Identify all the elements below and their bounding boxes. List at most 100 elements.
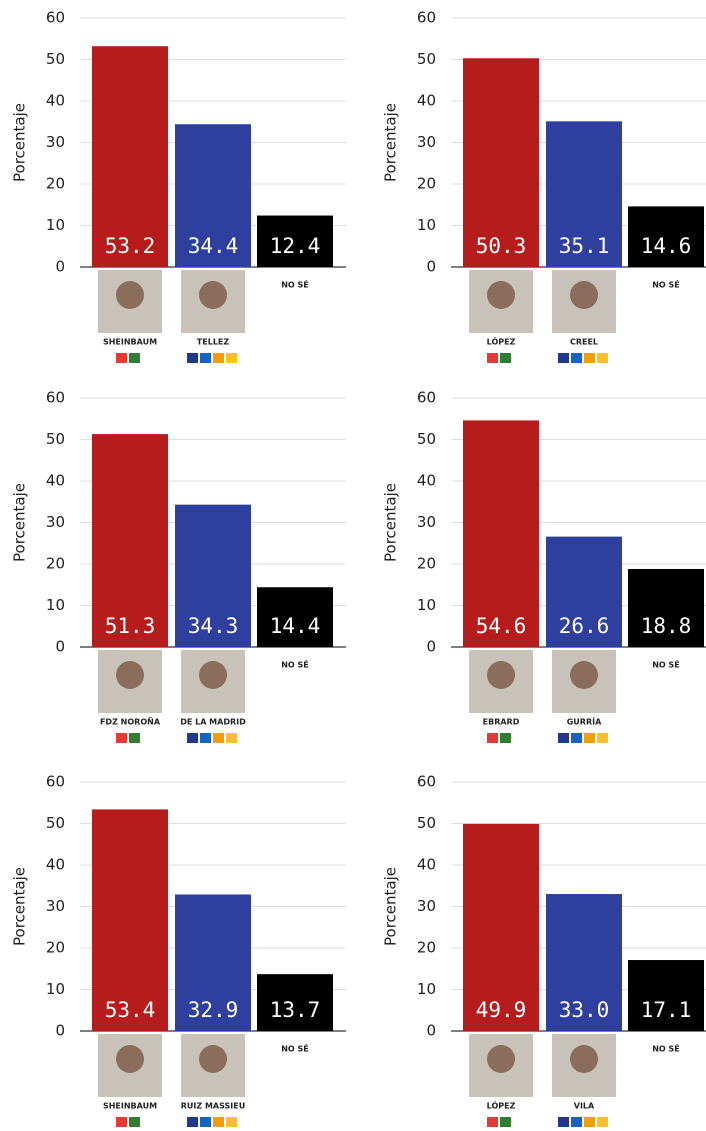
y-axis-label: Porcentaje: [382, 483, 400, 562]
party-logo: [226, 1117, 237, 1127]
party-logo: [226, 733, 237, 743]
y-tick-label: 30: [417, 513, 436, 531]
y-tick-label: 30: [46, 897, 65, 915]
photo-head: [487, 281, 515, 309]
y-tick-label: 20: [46, 939, 65, 957]
value-label: 50.3: [476, 234, 527, 258]
y-tick-label: 60: [46, 389, 65, 407]
y-tick-label: 20: [417, 555, 436, 573]
party-logo: [116, 733, 127, 743]
candidate-name: LÓPEZ: [487, 1100, 516, 1111]
y-tick-label: 10: [46, 980, 65, 998]
photo-head: [570, 1045, 598, 1073]
y-tick-label: 50: [417, 430, 436, 448]
candidate-name: RUIZ MASSIEU: [181, 1102, 245, 1111]
photo-head: [570, 661, 598, 689]
value-label: 14.6: [641, 234, 692, 258]
value-label: 18.8: [641, 614, 692, 638]
y-tick-label: 60: [46, 773, 65, 791]
party-logo: [597, 353, 608, 363]
y-tick-label: 0: [426, 258, 436, 276]
y-tick-label: 10: [417, 596, 436, 614]
photo-head: [570, 281, 598, 309]
party-logo: [558, 1117, 569, 1127]
y-tick-label: 10: [46, 216, 65, 234]
value-label: 35.1: [559, 234, 610, 258]
y-tick-label: 40: [417, 856, 436, 874]
category-label: NO SÉ: [281, 659, 309, 670]
party-logo: [187, 733, 198, 743]
party-logo: [187, 1117, 198, 1127]
candidate-name: VILA: [574, 1102, 595, 1111]
party-logo: [597, 1117, 608, 1127]
value-label: 34.3: [188, 614, 239, 638]
party-logo: [213, 353, 224, 363]
y-tick-label: 60: [417, 389, 436, 407]
party-logo: [487, 733, 498, 743]
photo-head: [116, 1045, 144, 1073]
party-logo: [500, 733, 511, 743]
value-label: 13.7: [270, 998, 321, 1022]
category-label: NO SÉ: [652, 1043, 680, 1054]
y-tick-label: 30: [46, 513, 65, 531]
photo-head: [199, 661, 227, 689]
value-label: 34.4: [188, 234, 239, 258]
party-logo: [200, 733, 211, 743]
y-axis-label: Porcentaje: [382, 103, 400, 182]
party-logo: [558, 353, 569, 363]
photo-head: [487, 661, 515, 689]
y-tick-label: 0: [55, 258, 65, 276]
party-logo: [487, 1117, 498, 1127]
party-logo: [584, 733, 595, 743]
candidate-name: TELLEZ: [197, 338, 230, 347]
party-logo: [597, 733, 608, 743]
party-logo: [226, 353, 237, 363]
page: 0 10 20 30 40 50 60 Porcentaje 53.2 SHEINBAUM 34.4…: [0, 0, 706, 1131]
y-tick-label: 10: [46, 596, 65, 614]
value-label: 53.2: [105, 234, 156, 258]
y-tick-label: 0: [55, 1022, 65, 1040]
party-logo: [200, 1117, 211, 1127]
value-label: 12.4: [270, 234, 321, 258]
y-tick-label: 0: [55, 638, 65, 656]
party-logo: [500, 353, 511, 363]
y-tick-label: 60: [417, 9, 436, 27]
candidate-name: FDZ NOROÑA: [100, 717, 161, 727]
y-tick-label: 30: [417, 897, 436, 915]
party-logo: [116, 1117, 127, 1127]
candidate-name: EBRARD: [483, 718, 520, 727]
value-label: 51.3: [105, 614, 156, 638]
y-tick-label: 20: [417, 175, 436, 193]
candidate-name: CREEL: [570, 338, 598, 347]
value-label: 17.1: [641, 998, 692, 1022]
candidate-name: GURRÍA: [567, 716, 602, 727]
bar: [463, 420, 539, 647]
photo-head: [487, 1045, 515, 1073]
y-tick-label: 40: [46, 92, 65, 110]
party-logo: [129, 1117, 140, 1127]
y-tick-label: 30: [417, 133, 436, 151]
party-logo: [571, 1117, 582, 1127]
y-tick-label: 50: [46, 50, 65, 68]
category-label: NO SÉ: [281, 1043, 309, 1054]
y-axis-label: Porcentaje: [382, 867, 400, 946]
y-tick-label: 20: [46, 555, 65, 573]
party-logo: [116, 353, 127, 363]
party-logo: [213, 1117, 224, 1127]
candidate-name: LÓPEZ: [487, 336, 516, 347]
y-axis-label: Porcentaje: [11, 103, 29, 182]
y-tick-label: 40: [417, 92, 436, 110]
y-tick-label: 50: [46, 814, 65, 832]
value-label: 32.9: [188, 998, 239, 1022]
party-logo: [200, 353, 211, 363]
party-logo: [187, 353, 198, 363]
party-logo: [487, 353, 498, 363]
value-label: 14.4: [270, 614, 321, 638]
party-logo: [571, 353, 582, 363]
y-tick-label: 50: [46, 430, 65, 448]
candidate-name: SHEINBAUM: [103, 1102, 157, 1111]
party-logo: [500, 1117, 511, 1127]
y-tick-label: 0: [426, 1022, 436, 1040]
y-tick-label: 60: [46, 9, 65, 27]
y-tick-label: 60: [417, 773, 436, 791]
